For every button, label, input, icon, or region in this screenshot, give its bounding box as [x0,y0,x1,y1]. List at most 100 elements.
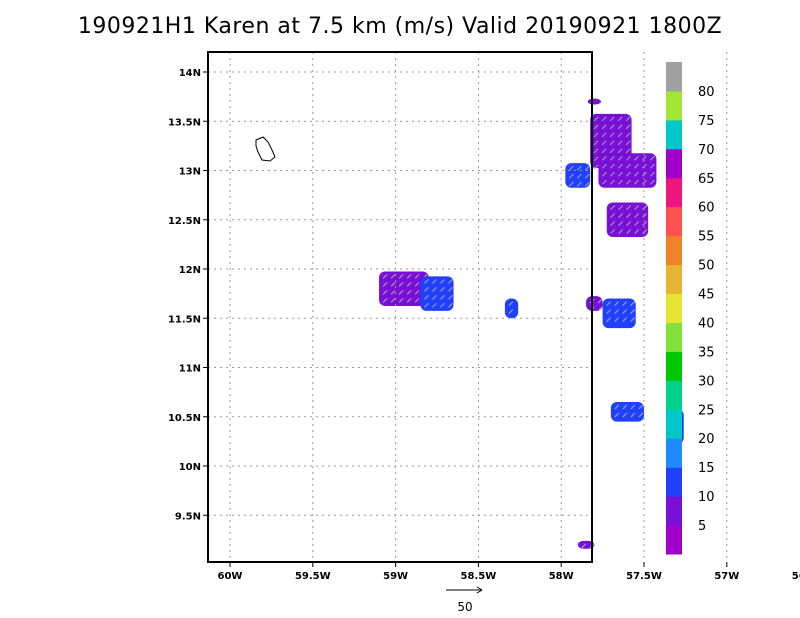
colorbar-label: 25 [698,403,715,418]
lat-tick-label: 13N [179,167,201,178]
colorbar-swatch [666,380,682,410]
barbados-outline [255,136,276,162]
colorbar-label: 35 [698,345,715,360]
wind-barb [601,140,607,146]
wind-barb [593,148,599,154]
wind-barb [630,301,636,306]
wind-barb [622,301,628,306]
lat-tick-label: 11N [179,364,201,375]
chart-title: 190921H1 Karen at 7.5 km (m/s) Valid 201… [77,14,723,39]
lat-tick-label: 9.5N [175,511,201,522]
wind-barb [398,274,404,279]
wind-barb [650,155,655,161]
wind-barb [601,132,607,138]
wind-barb [617,124,623,130]
wind-barb [642,229,648,234]
wind-barb [593,156,599,162]
wind-barb [610,163,615,169]
lon-tick-label: 56.5W [792,571,800,582]
wind-barb [638,412,644,418]
wind-barb [618,163,623,169]
wind-barb [597,306,603,312]
wind-barb [576,165,582,171]
wind-barb [406,274,412,279]
wind-patch [504,298,519,319]
wind-barb [626,163,631,169]
colorbar-swatch [666,62,682,92]
colorbar-swatch [666,177,682,208]
wind-barb [568,165,574,171]
wind-barb [614,412,620,418]
wind-barb [617,148,623,154]
wind-barb [593,132,599,138]
wind-barb [448,302,453,308]
wind-barb [618,179,623,185]
wind-barb [398,298,404,303]
colorbar-swatch [666,90,682,121]
colorbar-swatch [666,206,682,237]
wind-barb [610,213,616,218]
lat-tick-label: 10.5N [168,413,201,424]
wind-barb [414,290,420,295]
colorbar-label: 50 [698,259,715,274]
lon-tick-label: 57W [714,571,739,582]
wind-barb [634,163,639,169]
wind-patch [379,271,429,306]
wind-barb [622,404,628,410]
wind-barb [602,179,607,185]
wind-barb [448,286,453,292]
wind-barb [650,171,655,177]
lat-tick-label: 11.5N [168,314,201,325]
lat-tick-label: 13.5N [168,117,201,128]
colorbar: 5 10 15 20 25 30 35 40 45 50 55 60 65 70 75 80 [666,62,715,555]
wind-barb [610,179,615,185]
wind-barb [625,132,631,138]
wind-barb [609,132,615,138]
colorbar-label: 70 [698,143,715,158]
wind-barb [432,278,437,284]
wind-barb [626,213,632,218]
colorbar-label: 65 [698,172,715,187]
colorbar-swatch [666,235,682,266]
wind-barb [606,301,612,306]
wind-barb [440,286,445,292]
wind-barb [634,205,640,210]
wind-barb [610,155,615,161]
wind-barb [617,140,623,146]
lon-tick-label: 60W [218,571,243,582]
wind-barb [593,124,599,130]
wind-barb [432,294,437,300]
colorbar-label: 80 [698,85,715,100]
wind-barb [398,282,404,287]
wind-barb [642,205,648,210]
wind-barb [626,205,632,210]
wind-barb [602,155,607,161]
wind-barb [618,221,624,226]
wind-barb [618,205,624,210]
wind-barb [602,163,607,169]
wind-barb [626,171,631,177]
lat-tick-label: 12.5N [168,216,201,227]
wind-barb [601,116,607,122]
colorbar-swatch [666,438,682,468]
wind-barb [626,155,631,161]
wind-barb [390,298,396,303]
wind-patch [587,98,601,105]
wind-barb [593,164,599,170]
colorbar-label: 15 [698,461,715,476]
wind-barb [642,179,647,185]
wind-barb [414,274,420,279]
wind-barb [634,221,640,226]
colorbar-swatch [666,293,682,323]
lat-ticks: 14N 13.5N 13N 12.5N 12N 11.5N 11N 10.5N 10N 9.5N [168,68,208,522]
wind-patch [602,298,636,329]
colorbar-swatch [666,467,682,497]
wind-patch [606,202,649,237]
lon-tick-label: 57.5W [626,571,662,582]
wind-barb [614,317,620,322]
wind-barb [576,173,582,179]
wind-barb [610,221,616,226]
wind-barb [630,317,636,322]
wind-barb [642,171,647,177]
wind-barb [593,116,599,122]
